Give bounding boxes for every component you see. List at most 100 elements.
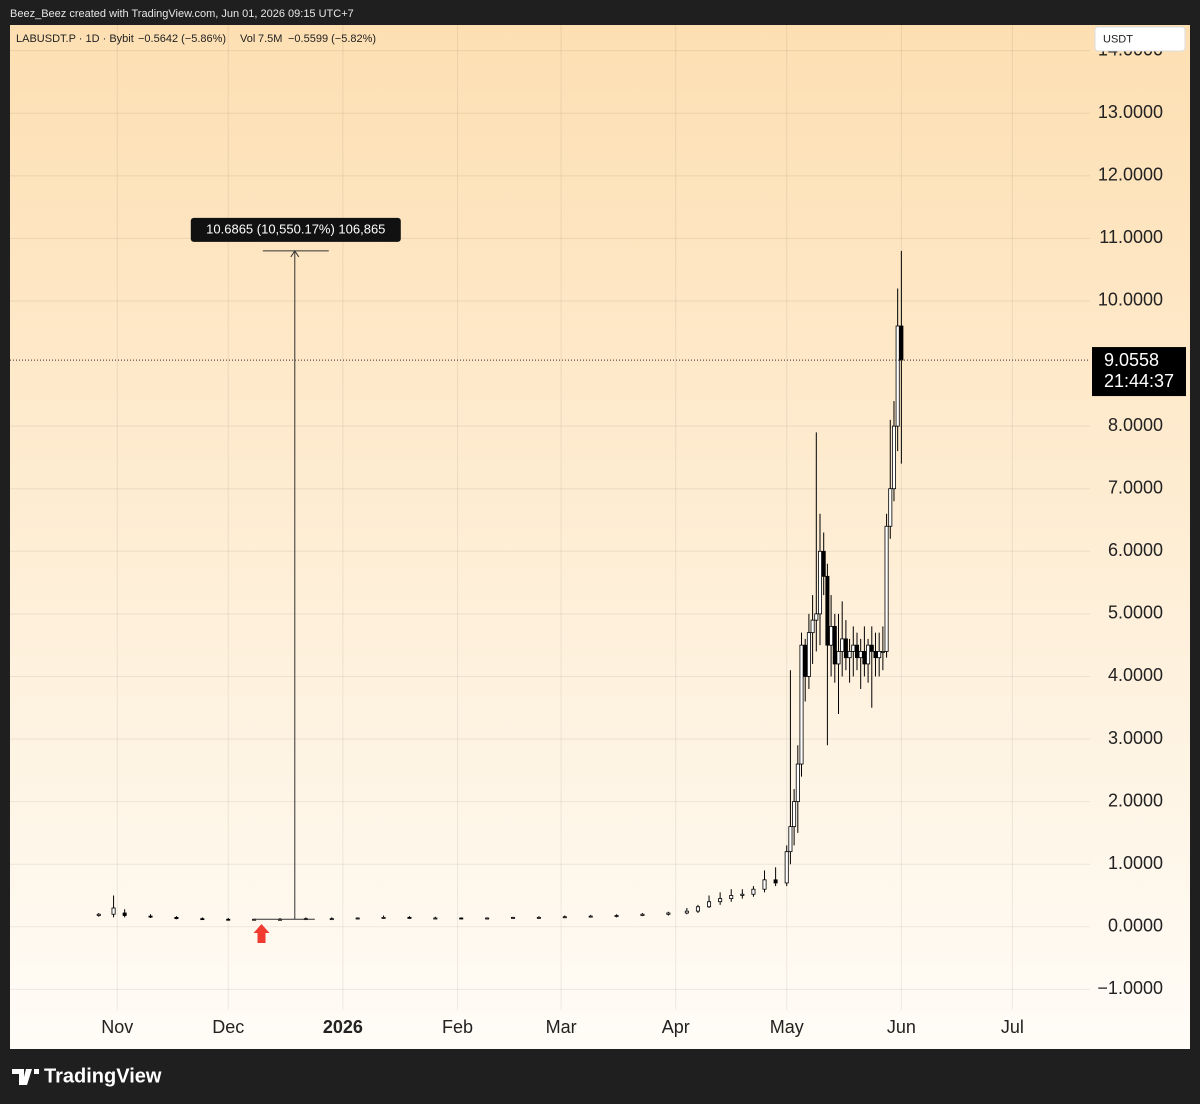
candle-body [536,916,541,919]
candle-body [433,917,438,920]
logo-icon [12,1069,39,1085]
candle-body [329,918,334,921]
y-tick-label: 10.0000 [1098,290,1163,310]
last-price-box [1092,347,1186,397]
y-tick-label: 11.0000 [1099,227,1163,247]
x-tick-label: Feb [442,1017,473,1037]
candle-body [877,651,882,659]
candle-body [707,901,712,908]
y-tick-label: 7.0000 [1108,477,1163,497]
x-tick-label: Jul [1001,1017,1024,1037]
x-tick-label: Mar [546,1017,577,1037]
symbol: LABUSDT.P · 1D · Bybit [16,33,134,45]
measure-label-box [190,217,401,242]
candle-body [684,910,689,914]
candle-body [762,879,767,890]
candle-body [666,912,671,915]
candle-body [825,575,830,646]
candle-body [840,638,845,652]
candle-body [795,763,800,803]
y-tick-label: −1.0000 [1097,978,1163,998]
candle-body [174,916,179,920]
candle-body [843,638,848,659]
candle-body [614,915,619,917]
candle-body [788,826,793,853]
candle-body [459,917,464,920]
candle-body [810,619,815,634]
candle-body [562,916,567,919]
candle-body [588,915,593,918]
chart-area [10,25,1190,1049]
x-tick-label: Apr [662,1017,690,1037]
candle-body [873,651,878,659]
y-tick-label: 3.0000 [1108,728,1163,748]
candle-body [729,895,734,900]
candle-body [884,525,889,652]
credit: Beez_Beez created with TradingView.com, … [10,8,354,20]
brand: TradingView [44,1065,162,1087]
candle-body [818,550,823,615]
logo [12,1069,39,1085]
candle-body [895,325,900,427]
candle-body [899,325,904,361]
candle-body [829,625,834,646]
candle-body [226,918,231,921]
candle-body [200,918,205,921]
candle-body [381,916,386,919]
candle-body [803,644,808,677]
candle-body [862,651,867,665]
candle-body [640,913,645,916]
candle-body [96,913,101,916]
candle-body [832,625,837,665]
candle-body [695,906,700,912]
candle-body [806,632,811,677]
volume-label: Vol [240,33,255,45]
volume: 7.5M [258,33,282,45]
x-tick-label: 2026 [323,1017,363,1037]
candle-body [718,898,723,903]
candle-body [148,915,153,918]
y-tick-label: 6.0000 [1108,540,1163,560]
x-tick-label: Dec [212,1017,244,1037]
y-tick-label: 13.0000 [1098,102,1163,122]
candle-body [784,851,789,884]
marker-arrow [253,924,270,943]
volume-change: −0.5599 (−5.82%) [288,33,376,45]
y-tick-label: 12.0000 [1098,165,1163,185]
candle-body [799,644,804,765]
candle-body [511,916,516,919]
candle-body [880,651,885,653]
candle-body [858,651,863,659]
candle-body [111,907,116,915]
candle-body [851,644,856,652]
candle-body [821,550,826,577]
candle-body [888,488,893,527]
candle-body [891,425,896,490]
candle-body [836,651,841,665]
measure-arrowhead [290,250,300,258]
candle-body [122,912,127,916]
y-tick-label: 1.0000 [1108,853,1163,873]
last-price-label: 9.0558 [1104,350,1159,370]
x-tick-label: May [770,1017,804,1037]
y-tick-label: 2.0000 [1108,790,1163,810]
candle-body [740,893,745,896]
currency[interactable]: USDT [1103,33,1133,45]
countdown: 21:44:37 [1104,371,1174,391]
candle-body [866,644,871,665]
candle-body [854,644,859,659]
candle-body [847,651,852,659]
candle-body [407,916,412,919]
x-tick-label: Nov [101,1017,133,1037]
candle-body [773,879,778,884]
y-tick-label: 5.0000 [1108,603,1163,623]
candle-body [355,917,360,920]
change: −0.5642 (−5.86%) [138,33,226,45]
y-tick-label: 0.0000 [1108,916,1163,936]
currency-button[interactable] [1094,26,1186,52]
candle-body [814,613,819,621]
candle-body [792,801,797,828]
y-tick-label: 8.0000 [1108,415,1163,435]
